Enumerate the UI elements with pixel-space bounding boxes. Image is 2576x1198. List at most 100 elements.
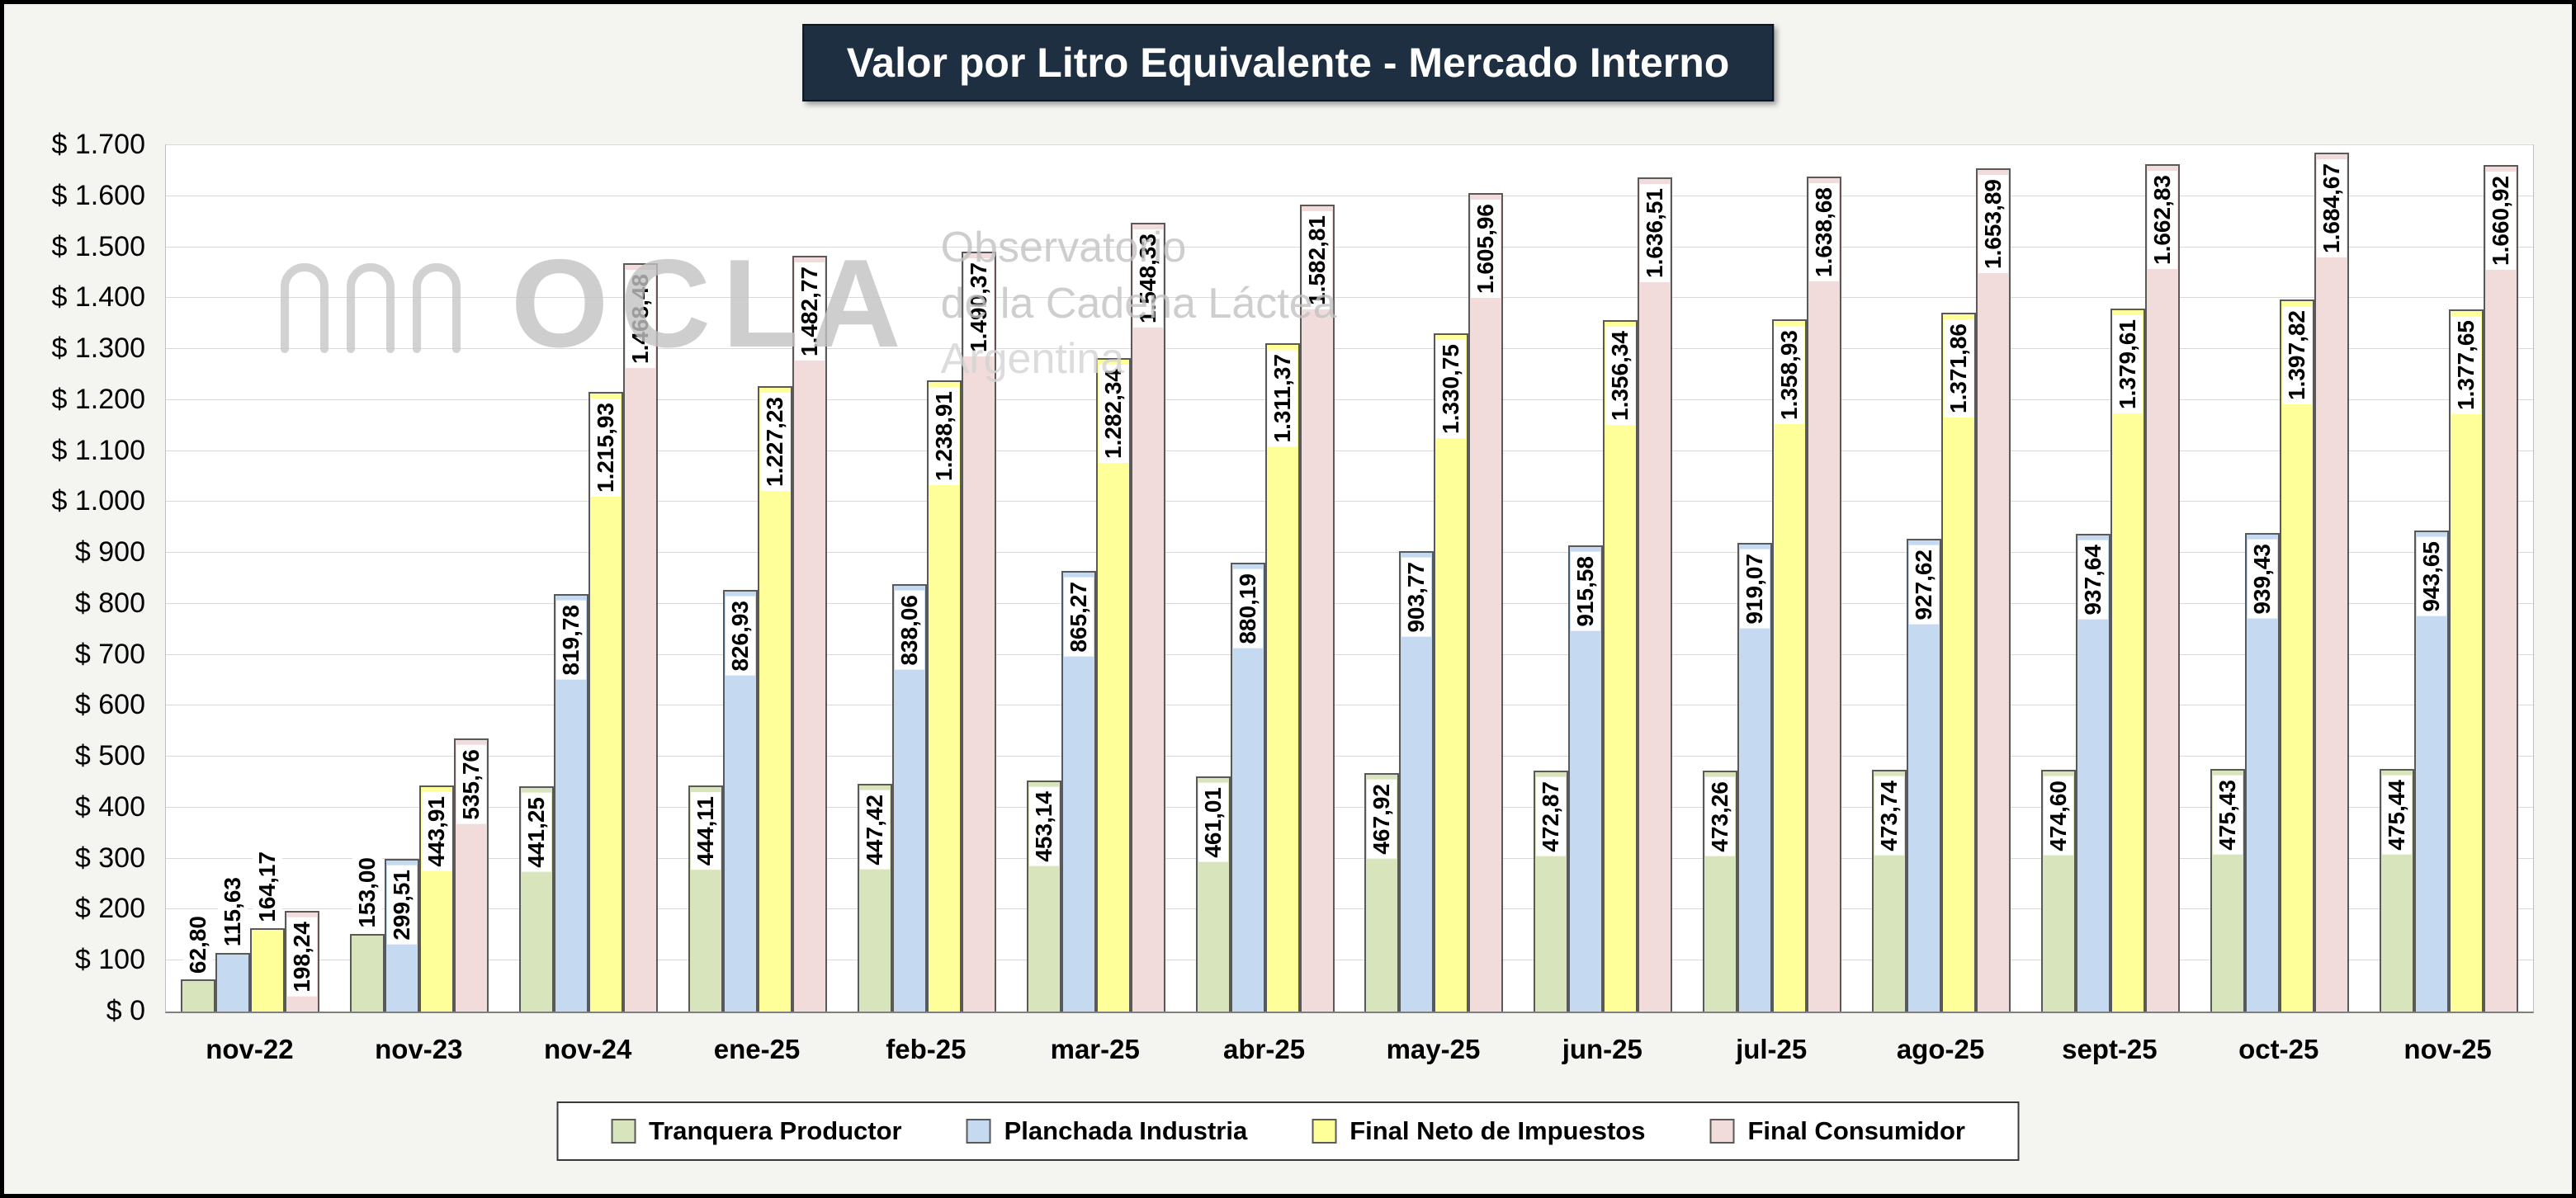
bar-value-label: 1.548,33 [1132, 229, 1163, 328]
legend-item: Tranquera Productor [611, 1116, 902, 1146]
bar: 299,51 [385, 859, 420, 1012]
bar: 1.358,93 [1772, 318, 1808, 1012]
bar: 1.356,34 [1603, 320, 1638, 1012]
x-axis-label: ene-25 [713, 1034, 801, 1064]
bar-value-label: 475,43 [2212, 776, 2243, 855]
bar-group: 475,44 943,65 1.377,65 1.660,92 [2364, 145, 2533, 1012]
bar: 1.238,91 [926, 380, 962, 1012]
bar-value-label: 299,51 [387, 865, 418, 945]
bar: 474,60 [2040, 769, 2076, 1012]
y-axis-label: $ 1.100 [51, 434, 145, 466]
bar-value-label: 474,60 [2043, 776, 2073, 856]
bar: 62,80 [181, 912, 216, 1012]
bar: 473,26 [1703, 770, 1738, 1012]
bar-value-label: 865,27 [1063, 577, 1094, 657]
y-axis-label: $ 1.300 [51, 333, 145, 365]
y-axis-label: $ 1.600 [51, 179, 145, 211]
plot-area: 62,80 115,63 164,17 198,24 153,00 299,51 443,9… [165, 144, 2534, 1013]
bar: 1.377,65 [2448, 309, 2484, 1012]
bar-value-label: 447,42 [859, 790, 890, 870]
bar-value-label: 939,43 [2247, 539, 2277, 619]
bar-value-label: 1.582,81 [1302, 211, 1332, 310]
bar-value-label: 819,78 [556, 600, 587, 680]
bar-group: 475,43 939,43 1.397,82 1.684,67 [2195, 145, 2364, 1012]
bar-value-label: 880,19 [1232, 569, 1263, 649]
y-axis-label: $ 1.200 [51, 383, 145, 415]
bar-value-label: 1.490,37 [963, 258, 994, 357]
bar-value-label: 475,44 [2381, 776, 2412, 855]
gridline [166, 552, 2533, 554]
bar-value-label: 153,00 [352, 852, 383, 932]
bar-group: 62,80 115,63 164,17 198,24 [166, 145, 335, 1012]
legend-swatch [1312, 1119, 1337, 1144]
bar-value-label: 1.371,86 [1944, 318, 1974, 417]
bar: 1.653,89 [1976, 168, 2011, 1012]
x-axis-label: sept-25 [2062, 1034, 2158, 1064]
gridline [166, 144, 2533, 145]
bar-value-label: 443,91 [422, 791, 452, 871]
bar-value-label: 467,92 [1367, 780, 1397, 859]
bar: 441,25 [519, 786, 555, 1012]
bar: 535,76 [454, 738, 489, 1012]
legend-label: Tranquera Productor [649, 1116, 902, 1145]
bar: 1.660,92 [2483, 165, 2518, 1012]
bar-value-label: 919,07 [1740, 549, 1770, 629]
legend: Tranquera Productor Planchada Industria Fi… [556, 1101, 2020, 1161]
x-axis-label: abr-25 [1223, 1034, 1306, 1064]
bar: 444,11 [688, 785, 723, 1012]
y-axis-label: $ 200 [74, 893, 145, 925]
bar-value-label: 441,25 [522, 793, 552, 873]
y-axis-label: $ 1.500 [51, 230, 145, 262]
bar: 1.662,83 [2144, 163, 2180, 1012]
bar: 826,93 [723, 590, 758, 1012]
x-axis: nov-22 nov-23 nov-24 ene-25 feb-25 mar-25 abr-… [165, 1034, 2532, 1065]
bar-value-label: 1.379,61 [2112, 314, 2143, 413]
bar-group: 467,92 903,77 1.330,75 1.605,96 [1349, 145, 1519, 1012]
bar: 1.582,81 [1299, 205, 1335, 1012]
bar: 927,62 [1907, 539, 1942, 1012]
bar: 1.311,37 [1264, 343, 1300, 1012]
bar-value-label: 62,80 [183, 912, 214, 979]
bar-value-label: 1.468,48 [626, 270, 656, 368]
bar: 447,42 [857, 783, 892, 1012]
bar: 1.468,48 [623, 263, 659, 1012]
bar-value-label: 1.227,23 [760, 393, 790, 492]
bar: 1.379,61 [2110, 308, 2145, 1012]
bar-value-label: 1.356,34 [1605, 327, 1636, 426]
legend-item: Final Neto de Impuestos [1312, 1116, 1645, 1146]
legend-swatch [1709, 1119, 1735, 1144]
bar-value-label: 1.662,83 [2147, 170, 2177, 269]
y-axis-label: $ 0 [106, 995, 145, 1026]
y-axis-label: $ 400 [74, 790, 145, 823]
chart-title: Valor por Litro Equivalente - Mercado In… [801, 24, 1775, 101]
bar-group: 153,00 299,51 443,91 535,76 [335, 145, 504, 1012]
bar: 443,91 [419, 785, 455, 1012]
bar-value-label: 1.636,51 [1640, 184, 1671, 283]
gridline [166, 501, 2533, 502]
bar: 819,78 [554, 593, 589, 1012]
gridline [166, 450, 2533, 451]
x-axis-label: may-25 [1386, 1034, 1481, 1064]
bar-group: 473,26 919,07 1.358,93 1.638,68 [1688, 145, 1857, 1012]
y-axis-label: $ 800 [74, 587, 145, 619]
bar-value-label: 461,01 [1198, 783, 1228, 862]
bar-value-label: 927,62 [1909, 545, 1940, 625]
bar: 153,00 [350, 852, 385, 1012]
bar: 1.605,96 [1468, 193, 1504, 1012]
bars-layer: 62,80 115,63 164,17 198,24 153,00 299,51 443,9… [166, 145, 2533, 1012]
bar-value-label: 473,26 [1705, 776, 1736, 856]
y-axis-label: $ 1.700 [51, 129, 145, 160]
bar-value-label: 1.684,67 [2316, 159, 2347, 258]
bar: 1.330,75 [1434, 333, 1469, 1012]
bar: 164,17 [250, 847, 286, 1012]
y-axis: $ 0 $ 100 $ 200 $ 300 $ 400 $ 500 $ 600 $ 700 $ … [4, 130, 155, 1025]
bar-group: 461,01 880,19 1.311,37 1.582,81 [1180, 145, 1349, 1012]
bar: 453,14 [1026, 781, 1061, 1012]
gridline [166, 806, 2533, 808]
x-axis-label: nov-25 [2403, 1034, 2492, 1064]
bar: 198,24 [285, 910, 320, 1012]
x-axis-label: nov-23 [375, 1034, 463, 1064]
bar: 943,65 [2413, 531, 2449, 1012]
bar: 880,19 [1230, 563, 1265, 1012]
bar: 919,07 [1737, 543, 1773, 1012]
